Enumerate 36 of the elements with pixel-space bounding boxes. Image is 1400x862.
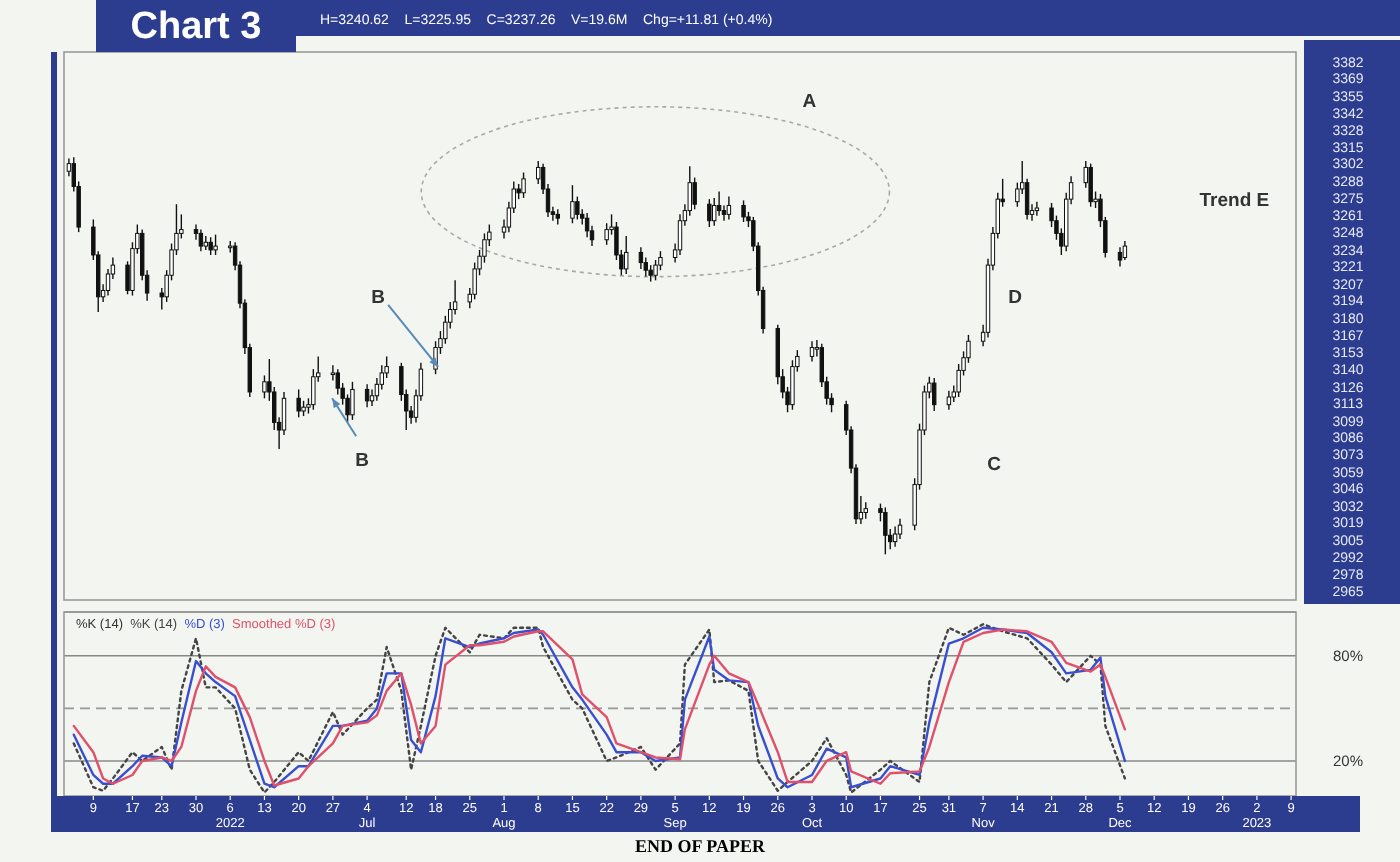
candlestick xyxy=(296,388,301,419)
candlestick xyxy=(712,197,717,227)
candlestick xyxy=(213,233,218,256)
candlestick xyxy=(350,381,355,421)
candlestick xyxy=(741,199,746,223)
candlestick xyxy=(604,222,609,246)
candlestick xyxy=(575,195,580,221)
candlestick xyxy=(1117,246,1123,268)
candlestick xyxy=(692,176,697,210)
candlestick xyxy=(198,228,204,252)
candlestick xyxy=(638,246,644,270)
candlestick xyxy=(897,518,903,540)
annotation: C xyxy=(987,454,1002,477)
candlestick xyxy=(946,389,952,411)
candlestick xyxy=(1122,240,1128,261)
candlestick xyxy=(570,184,575,224)
candlestick xyxy=(726,195,732,221)
candlestick xyxy=(883,506,888,556)
annotation: B xyxy=(371,286,386,309)
candlestick xyxy=(521,171,526,199)
candlestick xyxy=(892,525,898,548)
candlestick xyxy=(653,259,658,282)
annotation: D xyxy=(1008,286,1023,309)
candlestick xyxy=(624,235,629,275)
candlestick xyxy=(1088,162,1093,208)
candlestick xyxy=(1034,200,1040,217)
chart-title: Chart 3 xyxy=(130,6,262,48)
annotation: A xyxy=(802,91,817,114)
text: END OF PAPER xyxy=(635,836,766,856)
candlestick xyxy=(932,377,937,412)
annotation: B xyxy=(355,450,370,473)
candlestick xyxy=(262,374,267,400)
candlestick xyxy=(584,212,590,238)
annotation: Trend E xyxy=(1199,189,1270,212)
candlestick xyxy=(707,198,712,228)
candlestick xyxy=(809,340,815,363)
